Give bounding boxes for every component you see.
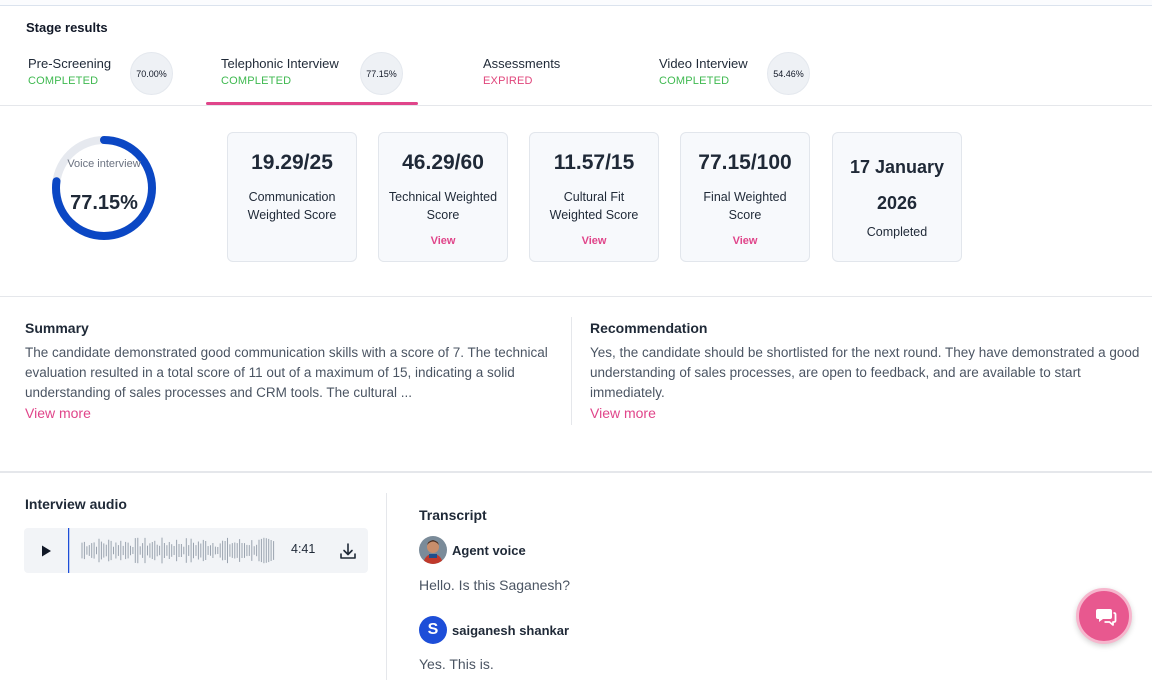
recommendation-view-more-link[interactable]: View more [590, 405, 656, 421]
tab-status: COMPLETED [28, 75, 99, 87]
card-label: Technical Weighted Score [388, 190, 498, 222]
chat-icon [1096, 609, 1117, 626]
stage-tabs: Pre-Screening COMPLETED 70.00% Telephoni… [0, 48, 1152, 106]
top-strip [0, 0, 1152, 6]
technical-view-link[interactable]: View [430, 235, 456, 247]
candidate-avatar: S [419, 616, 447, 644]
summary-text: The candidate demonstrated good communic… [25, 345, 548, 400]
chat-button[interactable] [1076, 588, 1132, 644]
divider [0, 471, 1152, 473]
audio-waveform-seekbar[interactable] [68, 528, 304, 573]
card-value: 77.15/100 [698, 151, 792, 174]
tab-status: COMPLETED [221, 75, 292, 87]
card-label: Final Weighted Score [703, 190, 787, 222]
card-value: 19.29/25 [251, 151, 333, 174]
tab-status: COMPLETED [659, 75, 730, 87]
agent-avatar-icon [419, 536, 447, 564]
divider [571, 317, 572, 425]
completed-date: 17 January 2026 [849, 157, 945, 213]
tab-percent-badge: 77.15% [360, 52, 403, 95]
completed-date-card: 17 January 2026 Completed [832, 132, 962, 262]
recommendation-text: Yes, the candidate should be shortlisted… [590, 345, 1140, 400]
transcript-speaker: S saiganesh shankar [419, 616, 569, 644]
audio-player: 4:41 [24, 528, 368, 573]
card-label: Communication Weighted Score [247, 190, 337, 222]
tab-name: Video Interview [659, 56, 748, 71]
transcript-title: Transcript [419, 507, 487, 523]
divider [0, 296, 1152, 297]
audio-duration: 4:41 [291, 542, 316, 556]
tab-percent-badge: 54.46% [767, 52, 810, 95]
final-score-view-link[interactable]: View [732, 235, 758, 247]
tab-name: Assessments [483, 56, 561, 71]
transcript-utterance: Hello. Is this Saganesh? [419, 577, 570, 593]
voice-interview-score-ring: Voice interview 77.15% [50, 134, 158, 242]
summary-title: Summary [25, 320, 89, 336]
stage-results-title: Stage results [26, 20, 108, 35]
final-score-card: 77.15/100 Final Weighted Score View [680, 132, 810, 262]
card-label: Cultural Fit Weighted Score [549, 190, 639, 222]
tab-pre-screening[interactable]: Pre-Screening COMPLETED 70.00% [28, 48, 178, 106]
cultural-fit-view-link[interactable]: View [581, 235, 607, 247]
transcript-speaker: Agent voice [419, 536, 526, 564]
score-ring-graphic [52, 136, 156, 240]
cultural-fit-score-card: 11.57/15 Cultural Fit Weighted Score Vie… [529, 132, 659, 262]
tab-telephonic-interview[interactable]: Telephonic Interview COMPLETED 77.15% [221, 48, 411, 106]
play-icon [42, 545, 51, 557]
tab-percent-badge: 70.00% [130, 52, 173, 95]
tab-video-interview[interactable]: Video Interview COMPLETED 54.46% [659, 48, 819, 106]
tab-name: Pre-Screening [28, 56, 112, 71]
speaker-name: saiganesh shankar [452, 622, 570, 638]
download-icon [340, 543, 356, 559]
recommendation-title: Recommendation [590, 320, 708, 336]
tab-assessments[interactable]: Assessments EXPIRED [483, 48, 593, 106]
score-ring-label: Voice interview [67, 158, 141, 170]
card-value: 46.29/60 [402, 151, 484, 174]
download-button[interactable] [338, 541, 358, 561]
speaker-name: Agent voice [452, 542, 526, 558]
communication-score-card: 19.29/25 Communication Weighted Score [227, 132, 357, 262]
tab-status: EXPIRED [483, 75, 533, 87]
summary-view-more-link[interactable]: View more [25, 405, 91, 421]
score-ring-arc [52, 136, 156, 240]
score-ring-value: 77.15% [70, 192, 138, 214]
card-value: 11.57/15 [553, 151, 635, 174]
transcript-utterance: Yes. This is. [419, 656, 494, 672]
technical-score-card: 46.29/60 Technical Weighted Score View [378, 132, 508, 262]
play-button[interactable] [38, 543, 54, 559]
card-label: Completed [866, 225, 928, 239]
interview-audio-title: Interview audio [25, 496, 127, 512]
agent-avatar [419, 536, 447, 564]
divider [386, 493, 387, 680]
active-tab-indicator [206, 102, 418, 105]
tab-name: Telephonic Interview [221, 56, 339, 71]
